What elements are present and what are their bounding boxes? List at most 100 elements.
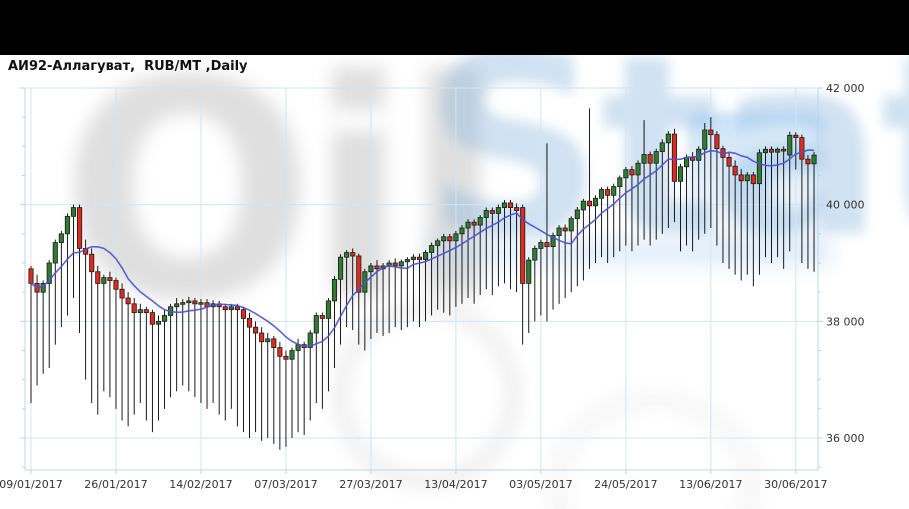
candle-body: [46, 262, 52, 284]
candle-body: [653, 151, 659, 164]
candle-body: [192, 300, 198, 305]
candle-body: [787, 134, 793, 156]
candle-body: [307, 332, 313, 348]
candle-body: [441, 236, 447, 242]
x-axis-label: 13/04/2017: [424, 478, 487, 491]
candle-body: [738, 174, 744, 182]
candles-group: [28, 108, 817, 450]
candle-body: [592, 197, 599, 207]
candle-body: [732, 165, 738, 176]
candle-body: [580, 200, 586, 211]
candle-body: [617, 177, 623, 187]
candle-body: [641, 154, 647, 164]
candle-body: [708, 129, 714, 136]
candle-body: [623, 169, 629, 179]
candle-body: [799, 137, 805, 160]
candle-body: [605, 189, 611, 196]
candle-body: [762, 148, 769, 154]
candle-body: [556, 227, 562, 236]
candle-body: [574, 209, 580, 220]
x-axis-label: 24/05/2017: [594, 478, 657, 491]
candle-body: [77, 207, 83, 249]
candle-body: [161, 315, 168, 322]
candle-body: [119, 288, 125, 299]
candle-body: [495, 207, 501, 214]
candle-body: [635, 162, 641, 176]
candle-body: [568, 218, 574, 232]
candle-body: [180, 302, 186, 305]
candle-body: [781, 148, 787, 152]
candle-body: [532, 248, 538, 261]
candle-body: [489, 210, 495, 214]
candle-body: [265, 338, 271, 343]
candle-body: [520, 207, 526, 284]
candle-body: [64, 215, 70, 235]
candle-body: [240, 309, 247, 319]
y-axis-label: 38 000: [826, 315, 865, 328]
candle-body: [526, 259, 532, 284]
candle-body: [89, 253, 95, 273]
candle-body: [465, 221, 471, 229]
candle-body: [234, 306, 240, 311]
candle-body: [677, 166, 684, 182]
candle-body: [253, 326, 259, 334]
candle-body: [611, 186, 617, 196]
candle-body: [671, 133, 677, 182]
candle-body: [599, 189, 605, 199]
candle-body: [125, 297, 131, 305]
candle-body: [665, 133, 671, 144]
candle-body: [659, 142, 665, 152]
candle-body: [684, 157, 690, 168]
candle-body: [40, 283, 46, 293]
candle-body: [289, 350, 295, 360]
candle-body: [319, 315, 325, 319]
candle-body: [95, 271, 101, 284]
candle-body: [690, 157, 696, 161]
candle-body: [350, 252, 356, 257]
candle-body: [58, 233, 64, 243]
candle-body: [586, 200, 592, 207]
candle-body: [222, 306, 228, 311]
candle-body: [131, 303, 137, 313]
x-axis-label: 07/03/2017: [254, 478, 317, 491]
candle-body: [544, 242, 550, 248]
candle-body: [259, 332, 265, 343]
candle-body: [447, 236, 453, 242]
candle-body: [107, 277, 113, 281]
candle-body: [702, 129, 708, 150]
axis-labels: 09/01/2017 26/01/2017 14/02/2017 07/03/2017…: [0, 82, 865, 491]
candle-body: [344, 252, 350, 258]
candle-body: [744, 174, 750, 182]
y-axis-label: 36 000: [826, 432, 865, 445]
top-black-bar: [0, 0, 909, 55]
candle-body: [277, 347, 283, 357]
candle-body: [805, 158, 811, 165]
candle-body: [283, 355, 289, 360]
x-axis-label: 30/06/2017: [764, 478, 827, 491]
chart-title: АИ92-Аллагуват, RUB/MT ,Daily: [8, 59, 248, 74]
candle-body: [271, 338, 277, 348]
y-axis-label: 42 000: [826, 82, 865, 95]
candle-body: [483, 210, 489, 218]
candle-body: [714, 134, 720, 150]
x-axis-label: 09/01/2017: [0, 478, 63, 491]
x-axis-label: 26/01/2017: [84, 478, 147, 491]
candle-body: [538, 242, 544, 249]
candle-body: [793, 134, 799, 138]
candle-body: [629, 169, 635, 176]
y-axis-label: 40 000: [826, 199, 865, 212]
candle-body: [550, 235, 556, 248]
candle-body: [338, 256, 344, 280]
x-axis-label: 14/02/2017: [169, 478, 232, 491]
moving-average-line: [30, 149, 815, 348]
candle-body: [325, 300, 331, 319]
candle-body: [514, 207, 520, 211]
candle-body: [113, 280, 119, 290]
candle-body: [562, 227, 568, 232]
x-axis-label: 27/03/2017: [339, 478, 402, 491]
candle-body: [507, 202, 514, 208]
candle-body: [768, 148, 775, 153]
gridlines: [25, 87, 818, 470]
candle-body: [471, 221, 477, 226]
